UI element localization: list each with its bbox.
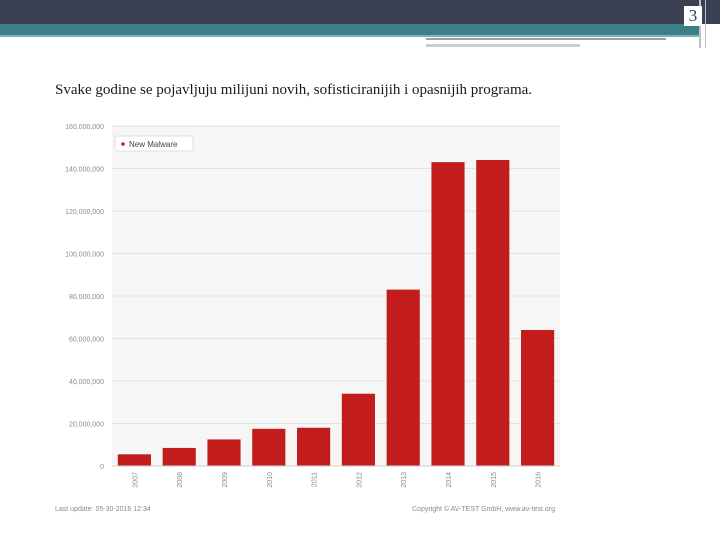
footer-copyright: Copyright © AV-TEST GmbH, www.av-test.or…	[412, 505, 555, 513]
bar	[431, 162, 465, 466]
x-tick-label: 2007	[132, 472, 139, 488]
y-tick-label: 120,000,000	[65, 209, 104, 216]
y-tick-label: 100,000,000	[65, 252, 104, 259]
decor-stripe	[426, 44, 580, 47]
slide-number: 3	[684, 6, 702, 26]
legend-box	[114, 135, 194, 152]
y-tick-label: 20,000,000	[69, 422, 104, 429]
x-tick-label: 2008	[177, 472, 184, 488]
y-tick-label: 160,000,000	[65, 124, 104, 131]
bar	[252, 428, 286, 466]
x-tick-label: 2010	[267, 472, 274, 488]
slide-body-text: Svake godine se pojavljuju milijuni novi…	[55, 82, 533, 98]
x-tick-label: 2013	[401, 472, 408, 488]
legend-label: New Malware	[129, 140, 178, 149]
x-tick-label: 2014	[446, 472, 453, 488]
bar	[341, 393, 375, 466]
bar	[117, 454, 151, 466]
accent-line	[0, 35, 700, 37]
bar	[297, 427, 331, 466]
chart-svg: 0 20,000,000 40,000,000 60,000,000 80,000,00…	[55, 124, 560, 513]
legend-marker	[121, 142, 125, 146]
x-tick-label: 2012	[356, 472, 363, 488]
bar	[386, 289, 420, 466]
y-tick-label: 0	[100, 464, 104, 471]
bar	[207, 439, 241, 466]
y-tick-label: 40,000,000	[69, 379, 104, 386]
x-tick-label: 2011	[312, 472, 319, 487]
decor-stripe	[426, 38, 666, 40]
x-tick-label: 2016	[536, 472, 543, 488]
y-tick-label: 60,000,000	[69, 337, 104, 344]
footer-last-update: Last update: 05-30-2016 12:34	[55, 506, 151, 513]
title-bar	[0, 0, 720, 24]
bar	[162, 447, 196, 466]
decor-vertical-line	[705, 0, 706, 48]
y-tick-label: 140,000,000	[65, 167, 104, 174]
bar	[476, 160, 510, 466]
malware-chart: 0 20,000,000 40,000,000 60,000,000 80,000,00…	[50, 115, 570, 519]
x-tick-label: 2015	[491, 472, 498, 488]
x-tick-label: 2009	[222, 472, 229, 488]
y-tick-label: 80,000,000	[69, 294, 104, 301]
bar	[521, 330, 555, 466]
accent-band	[0, 24, 700, 35]
